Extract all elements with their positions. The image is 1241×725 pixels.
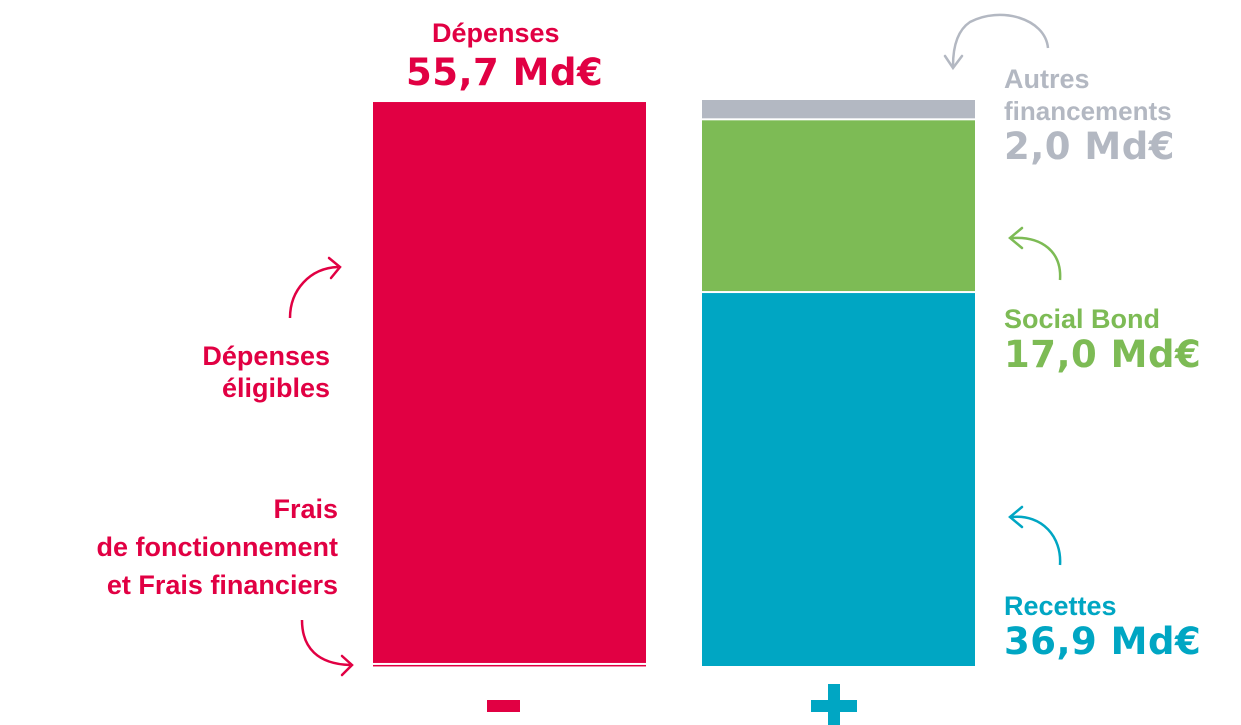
- bar-segment-frais-de-fonctionnement-et-frais-financiers: [373, 664, 646, 667]
- bar-segment-autres-financements: [702, 100, 975, 119]
- bar-segment-social-bond: [702, 120, 975, 292]
- arrow-depenses-eligibles-head-icon: [327, 256, 342, 280]
- frais-line-2: de fonctionnement: [96, 532, 339, 562]
- recettes-name: Recettes: [1004, 591, 1117, 621]
- arrow-recettes-icon: [1011, 515, 1062, 566]
- arrow-frais-icon: [300, 619, 351, 667]
- depenses-title: Dépenses: [432, 18, 560, 48]
- arrow-autres-head-icon: [943, 54, 964, 71]
- depenses-eligibles-label: Dépenses éligibles: [140, 340, 330, 404]
- arrow-frais-head-icon: [340, 654, 354, 677]
- arrow-recettes-head-icon: [1008, 505, 1024, 529]
- autres-line-1: Autres: [1004, 64, 1090, 94]
- autres-line-2: financements: [1004, 96, 1172, 126]
- autres-value: 2,0 Md€: [1004, 125, 1175, 168]
- arrow-autres-icon: [951, 13, 1050, 67]
- arrow-social-bond-head-icon: [1008, 226, 1024, 250]
- plus-sign-vertical-icon: [828, 684, 840, 725]
- recettes-label: Recettes 36,9 Md€: [1004, 590, 1201, 662]
- minus-sign-icon: [487, 700, 520, 712]
- bars: [373, 100, 975, 667]
- recettes-value: 36,9 Md€: [1004, 620, 1202, 663]
- depenses-eligibles-line-2: éligibles: [221, 373, 330, 403]
- bar-segment-recettes: [702, 293, 975, 666]
- frais-label: Frais de fonctionnement et Frais financi…: [0, 490, 339, 604]
- social-bond-label: Social Bond 17,0 Md€: [1004, 303, 1201, 375]
- autres-label: Autres financements 2,0 Md€: [1004, 63, 1175, 167]
- frais-line-1: Frais: [273, 494, 338, 524]
- depenses-eligibles-line-1: Dépenses: [202, 341, 330, 371]
- depenses-value: 55,7 Md€: [406, 51, 604, 94]
- social-bond-value: 17,0 Md€: [1004, 333, 1202, 376]
- social-bond-name: Social Bond: [1004, 304, 1161, 334]
- bar-segment-dépenses-éligibles: [373, 102, 646, 663]
- arrow-depenses-eligibles-icon: [288, 265, 339, 319]
- arrow-social-bond-icon: [1011, 236, 1062, 281]
- frais-line-3: et Frais financiers: [106, 570, 338, 600]
